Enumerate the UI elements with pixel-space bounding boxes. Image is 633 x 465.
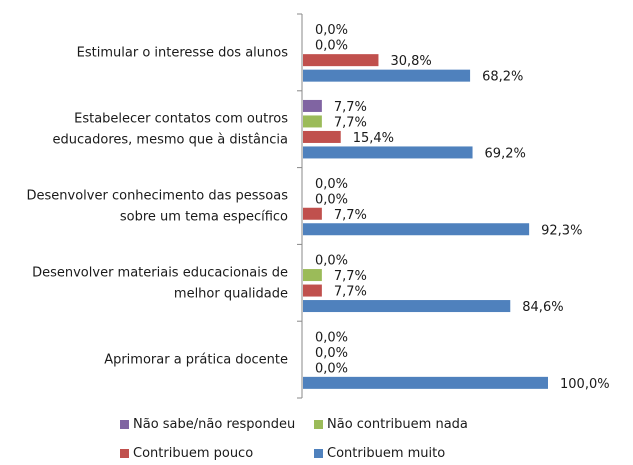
data-label: 0,0% (315, 254, 348, 269)
legend-label-contribuem-pouco: Contribuem pouco (133, 446, 254, 461)
data-label: 0,0% (315, 346, 348, 361)
data-label: 69,2% (485, 146, 526, 161)
legend-item-nao-contribuem-nada: Não contribuem nada (314, 417, 468, 432)
data-label: 0,0% (315, 361, 348, 376)
category-label: Estimular o interesse dos alunos (77, 45, 289, 60)
data-label: 0,0% (315, 23, 348, 38)
legend-label-nao-contribuem-nada: Não contribuem nada (327, 417, 468, 432)
legend-item-contribuem-pouco: Contribuem pouco (120, 446, 253, 461)
data-label: 92,3% (541, 223, 582, 238)
bar (303, 269, 322, 282)
bar (303, 146, 473, 159)
bar (303, 130, 341, 143)
category-label: Estabelecer contatos com outros educadore… (53, 112, 289, 148)
bar (303, 115, 322, 128)
bar (303, 223, 530, 236)
bar (303, 376, 548, 389)
bar (303, 54, 379, 67)
legend-swatch-contribuem-pouco (120, 449, 129, 458)
bar (303, 300, 511, 313)
legend-swatch-contribuem-muito (314, 449, 323, 458)
bar (303, 99, 322, 112)
bar (303, 69, 471, 82)
legend-item-nao-sabe: Não sabe/não respondeu (120, 417, 295, 432)
legend-label-nao-sabe: Não sabe/não respondeu (133, 417, 296, 432)
category-label: Aprimorar a prática docente (104, 353, 288, 368)
bar (303, 207, 322, 220)
category-label: Desenvolver conhecimento das pessoas sobr… (27, 189, 289, 225)
data-label: 68,2% (482, 70, 523, 85)
data-label: 7,7% (334, 285, 367, 300)
data-label: 7,7% (334, 208, 367, 223)
data-label: 7,7% (334, 100, 367, 115)
data-label: 30,8% (390, 54, 431, 69)
legend-swatch-nao-contribuem-nada (314, 420, 323, 429)
data-label: 0,0% (315, 177, 348, 192)
data-label: 100,0% (560, 377, 610, 392)
category-label: Desenvolver materiais educacionais de mel… (32, 265, 288, 301)
data-label: 0,0% (315, 330, 348, 345)
bar (303, 284, 322, 297)
data-label: 84,6% (522, 300, 563, 315)
data-label: 7,7% (334, 269, 367, 284)
legend-label-contribuem-muito: Contribuem muito (327, 446, 446, 461)
data-label: 7,7% (334, 115, 367, 130)
legend-swatch-nao-sabe (120, 420, 129, 429)
data-label: 0,0% (315, 39, 348, 54)
data-label: 0,0% (315, 192, 348, 207)
legend-item-contribuem-muito: Contribuem muito (314, 446, 445, 461)
data-label: 15,4% (353, 131, 394, 146)
